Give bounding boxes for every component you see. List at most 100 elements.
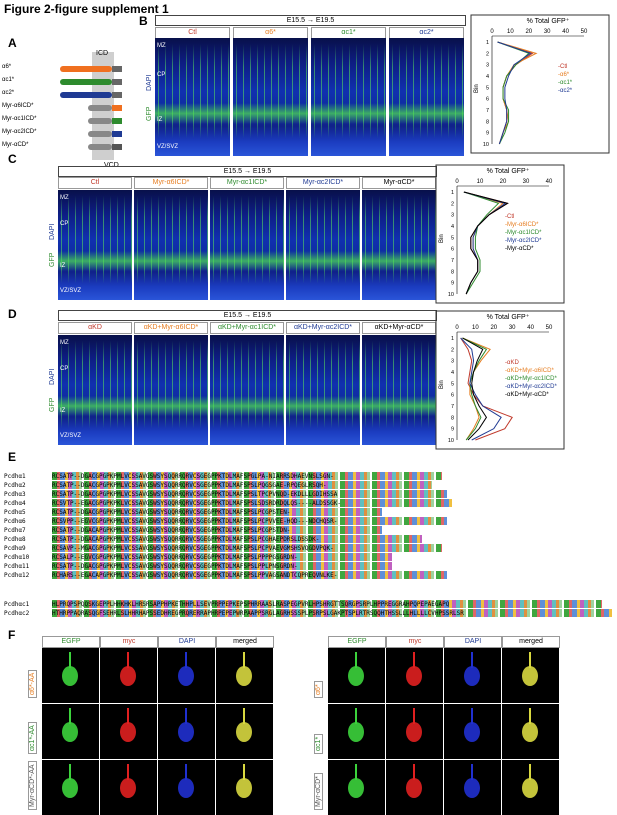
cell-image <box>158 704 215 759</box>
x-tick-label: 40 <box>562 29 569 35</box>
cell-image <box>100 760 157 815</box>
sequence-residues: RCSVTP--EGACGPGPKPKLVCSSAVGSWSYSQQRRQRVC… <box>52 499 452 507</box>
sequence-residues: RCSATP--DGACAPGPKPMLVCSSAVGSWSYSQQRRQRVC… <box>52 526 382 534</box>
cell-body <box>178 722 194 742</box>
sequence-name: Pcdhα6 <box>4 518 26 525</box>
neurite <box>69 652 71 668</box>
layer-label: VZ/SVZ <box>60 288 82 294</box>
sequence-name: Pcdhα3 <box>4 491 26 498</box>
column-header: myc <box>386 636 444 648</box>
panel-b-timeline: E15.5 → E19.5 <box>155 15 466 26</box>
construct-bar <box>60 66 112 72</box>
bin-axis-label: Bin <box>439 380 445 389</box>
cell-body <box>522 722 538 742</box>
micrograph <box>210 190 284 300</box>
sequence-name: Pcdhα2 <box>4 482 26 489</box>
neurite <box>185 708 187 724</box>
legend-entry: -αKD+Myr-α6ICD* <box>505 368 554 374</box>
panel-c-timeline: E15.5 → E19.5 <box>58 166 437 177</box>
y-tick-label: 4 <box>451 224 454 230</box>
x-tick-label: 10 <box>472 325 479 331</box>
cell-body <box>348 666 364 686</box>
iz-band <box>210 396 284 416</box>
construct-bar <box>88 105 112 111</box>
sequence-residues: RCHARS--EGACAPGPKPMLVCSSAVGSWSYSQQRRQRVC… <box>52 571 447 579</box>
graph-title: % Total GFP⁺ <box>527 18 570 25</box>
legend-entry: -Ctl <box>505 214 514 220</box>
legend-entry: -αKD+Myr-αc1ICD* <box>505 376 557 382</box>
sequence-residues: RCSALP--EGVCGPGPKPMLVCSSAVGSWSYSQQRRQRVC… <box>52 553 392 561</box>
row-label: Myr-αCD* <box>314 773 323 810</box>
y-tick-label: 6 <box>451 393 454 399</box>
iz-band <box>362 251 436 271</box>
cell-body <box>120 778 136 798</box>
iz-band <box>233 103 308 124</box>
stain-label-dapi: DAPI <box>49 368 56 385</box>
iz-band <box>134 251 208 271</box>
x-tick-label: 30 <box>544 29 551 35</box>
layer-label: CP <box>157 72 166 78</box>
legend-entry: -Myr-α6ICD* <box>505 222 539 228</box>
condition-label: αKD+Myr-αCD* <box>362 322 436 334</box>
gfp-fibers <box>311 38 386 156</box>
row-label: α6* <box>314 681 323 698</box>
x-tick-label: 10 <box>507 29 514 35</box>
y-tick-label: 2 <box>486 51 489 57</box>
cell-body <box>406 778 422 798</box>
iz-band <box>155 103 230 124</box>
cell-image <box>158 648 215 703</box>
column-header: merged <box>502 636 560 648</box>
x-tick-label: 20 <box>525 29 532 35</box>
cell-image <box>386 704 443 759</box>
layer-label: CP <box>60 366 69 372</box>
cell-body <box>62 778 78 798</box>
stain-label-dapi: DAPI <box>146 74 153 92</box>
panel-f-letter: F <box>8 628 16 642</box>
panel-d-bin-graph: % Total GFP⁺ 0 10 20 30 40 50 1 2 3 4 5 6 7 8 9 10 Bin -αK… <box>435 310 565 450</box>
sequence-residues: HTHRPPAQRASQGFSEHRLSLHHRHAPSSEDHREGPRQRE… <box>52 609 612 617</box>
micrograph <box>155 38 230 156</box>
panel-c-bin-graph: % Total GFP⁺ 0 10 20 30 40 1 2 3 4 5 6 7 8 9 10 Bin -Ctl -… <box>435 164 565 304</box>
y-tick-label: 7 <box>486 108 489 114</box>
neurite <box>127 764 129 780</box>
cell-body <box>406 722 422 742</box>
neurite <box>471 708 473 724</box>
row-label: α6*-AA <box>28 669 37 698</box>
gfp-fibers <box>210 190 284 300</box>
y-tick-label: 10 <box>483 142 489 148</box>
panel-e-letter: E <box>8 450 17 464</box>
micrograph <box>210 335 284 445</box>
panel-d-letter: D <box>8 307 17 321</box>
icd-block <box>112 66 122 72</box>
micrograph <box>286 190 360 300</box>
series-line <box>497 41 532 145</box>
y-tick-label: 9 <box>451 427 454 433</box>
cell-body <box>120 666 136 686</box>
iz-band <box>286 396 360 416</box>
cell-image <box>444 648 501 703</box>
micrograph <box>134 190 208 300</box>
iz-band <box>210 251 284 271</box>
cell-body <box>522 666 538 686</box>
stain-label-gfp: GFP <box>49 397 56 412</box>
series-line <box>462 337 488 441</box>
cell-body <box>120 722 136 742</box>
graph-frame <box>435 164 565 304</box>
sequence-name: Pcdhα10 <box>4 554 30 561</box>
stain-label-gfp: GFP <box>146 106 153 121</box>
cell-body <box>62 722 78 742</box>
legend-entry: -αKD+Myr-αc2ICD* <box>505 384 557 390</box>
condition-label: αKD <box>58 322 132 334</box>
sequence-name: Pcdhα12 <box>4 572 30 579</box>
gfp-fibers <box>134 335 208 445</box>
iz-band <box>58 251 132 271</box>
neurite <box>413 764 415 780</box>
x-tick-label: 50 <box>546 325 553 331</box>
y-tick-label: 8 <box>451 269 454 275</box>
sequence-residues: RCSATP--DGACGPGPKPMLVCSSAVGSWSYSQQRRQRVC… <box>52 562 392 570</box>
cell-body <box>178 666 194 686</box>
row-label: αc1*-AA <box>28 722 37 754</box>
legend-entry: -αKD+Myr-αCD* <box>505 392 549 398</box>
cell-image <box>502 760 559 815</box>
y-tick-label: 10 <box>448 438 454 444</box>
